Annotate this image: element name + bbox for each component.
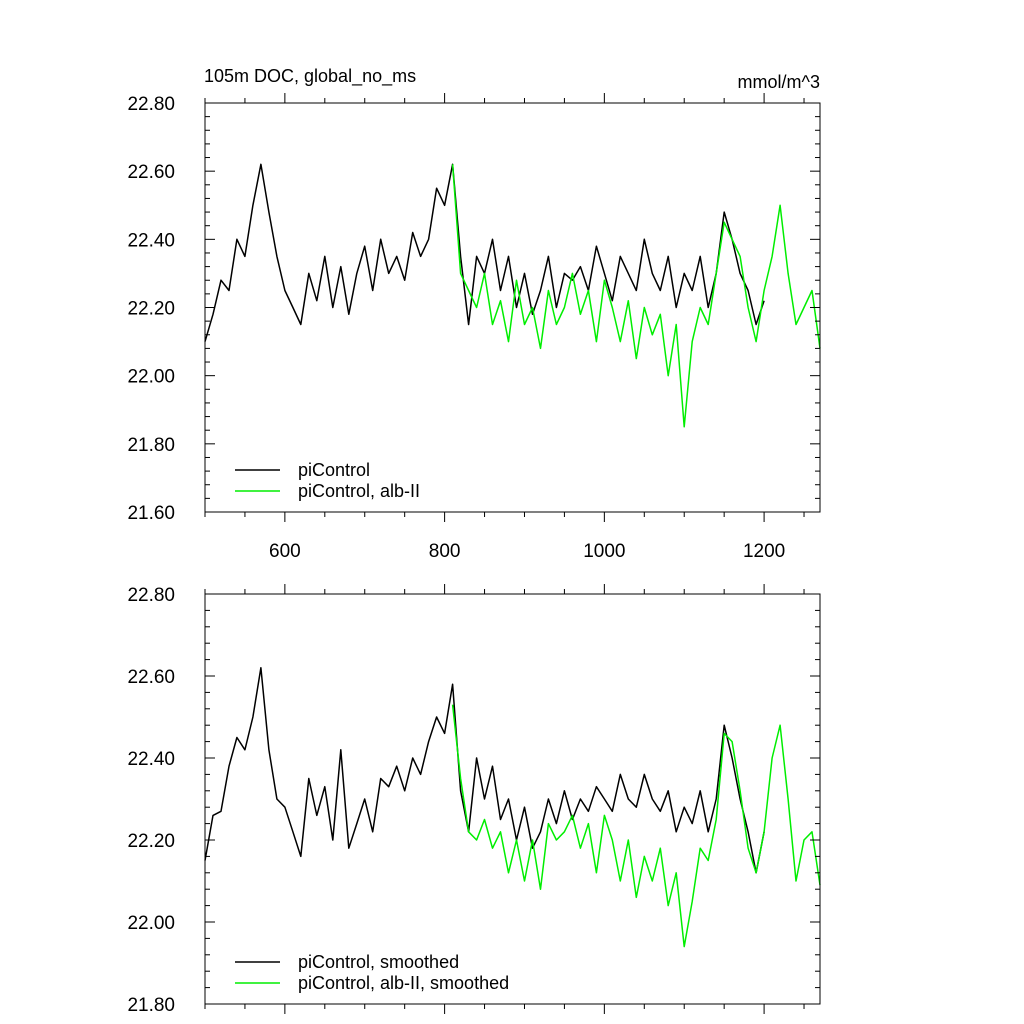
legend-label-alb-ii-smoothed: piControl, alb-II, smoothed	[298, 973, 509, 993]
x-tick-label: 800	[429, 541, 461, 562]
legend-label-alb-ii: piControl, alb-II	[298, 481, 420, 501]
legend-label-picontrol: piControl	[298, 460, 370, 480]
plot-frame-bottom	[204, 593, 821, 1005]
x-tick-label: 1000	[583, 541, 625, 562]
y-tick-label: 22.60	[127, 162, 175, 183]
series-line-0-0	[204, 163, 765, 342]
y-tick-label: 22.20	[127, 831, 175, 852]
series-line-1-0	[204, 667, 765, 874]
y-tick-label: 21.80	[127, 995, 175, 1016]
legend-label-picontrol-smoothed: piControl, smoothed	[298, 952, 459, 972]
y-tick-label: 22.60	[127, 667, 175, 688]
y-tick-label: 22.00	[127, 367, 175, 388]
y-tick-label: 21.80	[127, 435, 175, 456]
panel-bottom: 21.80 22.00 22.20 22.40 22.60 22.80 piControl…	[127, 584, 821, 1016]
y-tick-label: 22.80	[127, 585, 175, 606]
series-line-1-1	[451, 704, 821, 948]
y-tick-label: 22.80	[127, 94, 175, 115]
units-label: mmol/m^3	[738, 72, 820, 92]
x-tick-label: 1200	[743, 541, 785, 562]
y-tick-label: 22.40	[127, 749, 175, 770]
panel-top: 105m DOC, global_no_ms mmol/m^3 21.60 21.…	[127, 66, 821, 562]
y-tick-label: 21.60	[127, 503, 175, 524]
legend-bottom: piControl, smoothed piControl, alb-II, s…	[235, 952, 509, 993]
y-tick-label: 22.40	[127, 230, 175, 251]
series-line-0-1	[451, 164, 821, 428]
legend-top: piControl piControl, alb-II	[235, 460, 420, 501]
chart-title: 105m DOC, global_no_ms	[204, 66, 416, 87]
y-tick-label: 22.00	[127, 913, 175, 934]
y-tick-label: 22.20	[127, 299, 175, 320]
x-tick-label: 600	[269, 541, 301, 562]
